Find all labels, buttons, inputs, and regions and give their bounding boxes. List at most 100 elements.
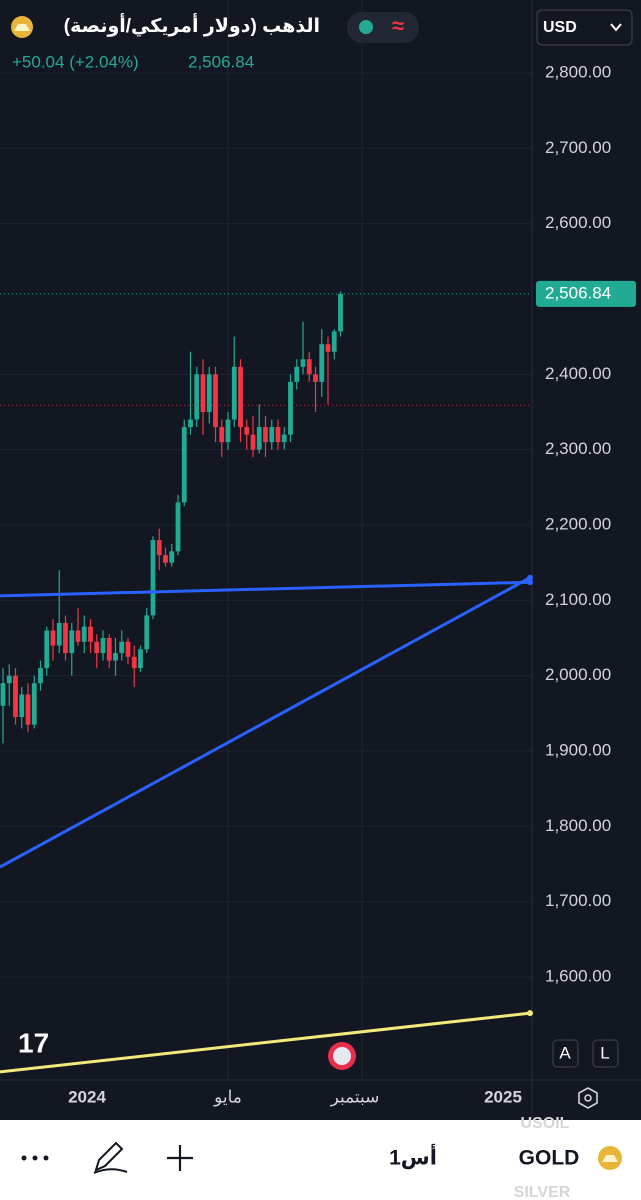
candle-body <box>0 683 6 706</box>
y-tick-label: 1,600.00 <box>545 966 611 985</box>
candle-body <box>219 427 225 443</box>
add-button[interactable] <box>167 1145 193 1171</box>
candle-body <box>338 293 343 332</box>
candle-body <box>75 630 81 642</box>
change: +50.04 (+2.04%) <box>12 52 139 71</box>
candle-body <box>225 419 231 443</box>
tv-logo: 17 <box>18 1027 49 1058</box>
candle-body <box>25 694 31 725</box>
candle-body <box>306 359 312 375</box>
trend-line <box>0 580 531 598</box>
log-label: L <box>600 1043 609 1062</box>
candle-body <box>231 366 237 420</box>
candle-body <box>331 331 337 352</box>
y-tick-label: 2,600.00 <box>545 213 611 232</box>
candle-body <box>313 374 318 382</box>
candle-body <box>13 675 18 718</box>
candle-body <box>238 366 243 428</box>
x-tick-label: مايو <box>213 1087 242 1106</box>
y-tick-label: 2,800.00 <box>545 62 611 81</box>
grid <box>0 0 532 1080</box>
symbol-title: الذهب (دولار أمريكي/أونصة) <box>64 13 320 37</box>
candle-body <box>100 638 106 654</box>
event-icon <box>333 1047 351 1065</box>
y-tick-label: 2,100.00 <box>545 590 611 609</box>
last-price-label: 2,506.84 <box>545 283 611 302</box>
candle-body <box>319 344 325 382</box>
candle-body <box>281 434 287 443</box>
candle-body <box>250 434 256 450</box>
more-button[interactable] <box>21 1155 49 1161</box>
candle-body <box>294 366 300 382</box>
adjacent-symbol[interactable]: USOIL <box>521 1115 570 1132</box>
dot <box>21 1155 27 1161</box>
log-button[interactable] <box>592 1039 619 1068</box>
symbol[interactable]: GOLD <box>519 1147 580 1170</box>
candle-body <box>38 668 43 684</box>
candle-body <box>275 427 281 443</box>
currency-button[interactable] <box>536 9 633 46</box>
candle-body <box>119 641 125 654</box>
candle-body <box>206 374 212 412</box>
status-icon: ≈ <box>392 13 404 38</box>
candle-body <box>94 641 100 654</box>
candle-body <box>181 427 187 503</box>
candle-body <box>88 626 93 642</box>
candle-body <box>300 359 306 367</box>
y-tick-label: 2,700.00 <box>545 138 611 157</box>
y-tick-label: 1,900.00 <box>545 740 611 759</box>
candle-body <box>44 630 50 669</box>
dot <box>43 1155 49 1161</box>
plot <box>0 291 533 1074</box>
trend-line <box>0 1011 531 1074</box>
candle-body <box>6 675 12 684</box>
candle-body <box>63 622 68 654</box>
auto-button[interactable] <box>552 1039 579 1068</box>
adjacent-symbol[interactable]: SILVER <box>514 1184 571 1200</box>
currency: USD <box>543 19 577 36</box>
interval[interactable]: 1أس <box>389 1143 437 1170</box>
candle-body <box>125 641 131 657</box>
candle-body <box>81 626 87 642</box>
candle-body <box>256 427 262 450</box>
coin-icon <box>14 24 30 31</box>
candle-body <box>244 427 250 435</box>
candle-body <box>69 630 75 654</box>
y-axis: 1,600.00 1,700.00 1,800.00 1,900.00 2,000.00… <box>536 62 636 985</box>
candle-body <box>138 649 143 669</box>
trend-handle <box>527 579 533 586</box>
candle-body <box>288 381 293 435</box>
x-tick-label: سبتمبر <box>330 1087 380 1106</box>
candle-body <box>56 622 62 646</box>
candle-body <box>156 540 162 556</box>
market-open-dot <box>359 20 373 34</box>
candle-body <box>325 344 331 352</box>
y-tick-label: 1,800.00 <box>545 816 611 835</box>
candle-body <box>169 551 175 563</box>
background <box>0 0 641 1120</box>
candle-body <box>269 427 275 443</box>
candle-body <box>194 374 200 420</box>
toolbar <box>0 1120 641 1200</box>
candle-body <box>50 630 56 646</box>
draw-button[interactable] <box>93 1141 128 1174</box>
candle-body <box>175 502 181 552</box>
dropdown-icon <box>610 23 622 32</box>
y-tick-label: 2,200.00 <box>545 514 611 533</box>
dot <box>32 1155 38 1161</box>
x-tick-label: 2024 <box>68 1087 106 1106</box>
trend-line <box>0 576 531 869</box>
last-price-badge <box>536 280 636 307</box>
candle-body <box>113 653 118 661</box>
y-tick-label: 2,000.00 <box>545 665 611 684</box>
candle-body <box>263 427 268 443</box>
candle-body <box>19 694 25 718</box>
candle-body <box>213 374 218 428</box>
status-badge[interactable] <box>347 12 419 43</box>
header-price: 2,506.84 <box>188 52 254 71</box>
coin-icon <box>602 1155 618 1162</box>
candle-body <box>150 540 156 616</box>
auto-label: A <box>559 1043 571 1062</box>
settings-icon[interactable] <box>578 1087 598 1109</box>
